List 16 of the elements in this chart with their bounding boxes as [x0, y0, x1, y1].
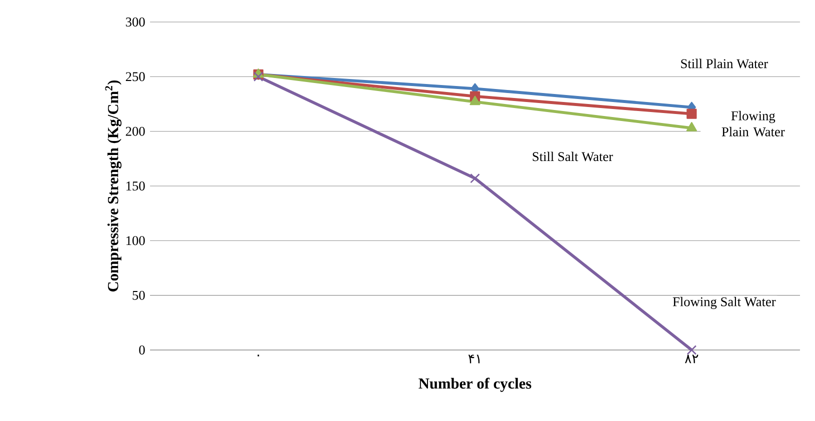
- y-tick-label: 150: [126, 181, 145, 190]
- y-axis-title: Compressive Strength (Kg/Cm$^{2}$): [105, 80, 122, 292]
- y-tick-label: 200: [126, 126, 145, 136]
- text: Still Salt Water: [532, 152, 613, 162]
- x-tick-label: ۴۱: [468, 354, 480, 364]
- series-label: Flowing Plain Water: [722, 110, 785, 136]
- x-tick-label: ۰: [258, 354, 260, 356]
- x-tick-label: ۸۲: [684, 354, 698, 364]
- y-tick-label: 300: [126, 18, 145, 26]
- y-tick-label: 0: [139, 345, 145, 354]
- series-label: Flowing Salt Water: [672, 296, 776, 310]
- text: Still Plain Water: [681, 58, 768, 68]
- y-tick-label: 250: [126, 72, 145, 82]
- x-axis-title: Number of cycles: [418, 378, 532, 392]
- y-tick-label: 100: [126, 236, 145, 246]
- y-tick-label: 50: [132, 290, 145, 300]
